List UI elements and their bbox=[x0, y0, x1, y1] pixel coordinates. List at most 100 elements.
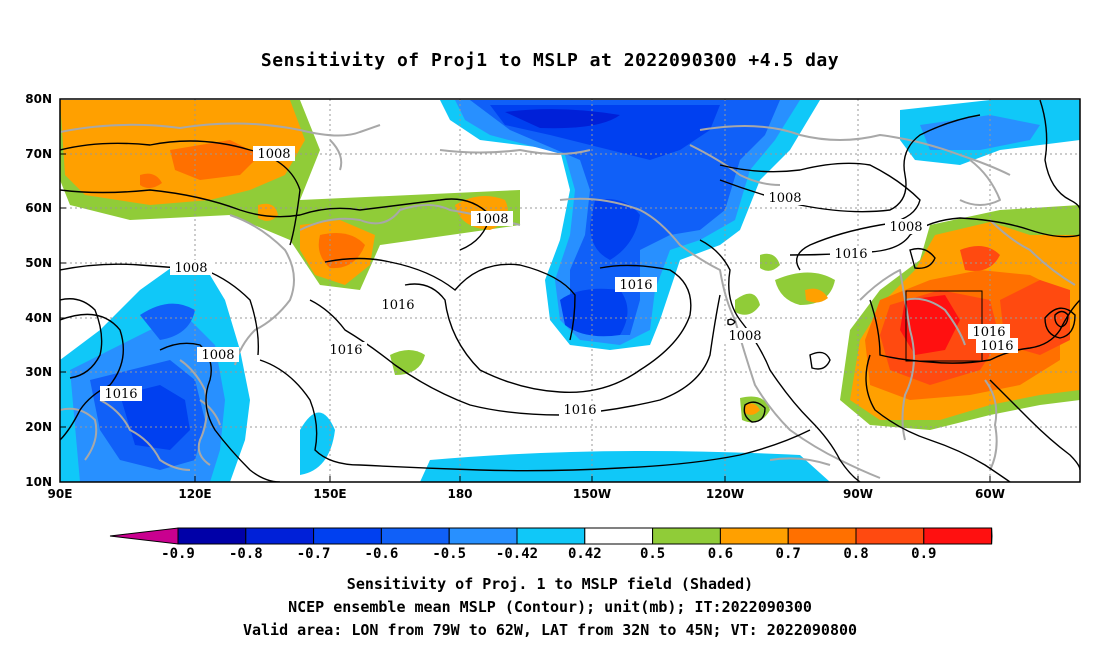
colorbar-label: 0.7 bbox=[776, 546, 801, 562]
shade-blue4-arctic bbox=[505, 109, 620, 129]
contour-label-bg bbox=[976, 338, 1018, 353]
colorbar-swatch bbox=[855, 527, 925, 545]
colorbar-swatch bbox=[652, 527, 721, 545]
contour-label: 1016 bbox=[834, 247, 867, 262]
contour-label: 1016 bbox=[104, 387, 137, 402]
shade-blue-asia4 bbox=[140, 303, 195, 340]
shade-green-mid5 bbox=[760, 253, 780, 271]
colorbar-swatch bbox=[584, 527, 654, 545]
contour-label-bg bbox=[559, 402, 601, 417]
colorbar-label: -0.6 bbox=[365, 546, 399, 562]
contour-label-bg bbox=[377, 297, 419, 312]
colorbar-swatch bbox=[719, 527, 789, 545]
caption-line-1: Sensitivity of Proj. 1 to MSLP field (Sh… bbox=[346, 575, 754, 593]
contour-label: 1016 bbox=[972, 325, 1005, 340]
contour-label-bg bbox=[968, 324, 1010, 339]
colorbar-label: -0.5 bbox=[432, 546, 466, 562]
lat-label: 10N bbox=[25, 475, 52, 489]
colorbar-swatch bbox=[177, 527, 247, 545]
shade-green-mid1 bbox=[390, 350, 425, 375]
lat-label: 40N bbox=[25, 311, 52, 325]
lat-label: 30N bbox=[25, 365, 52, 379]
colorbar-label: -0.42 bbox=[496, 546, 538, 562]
lon-label: 120W bbox=[706, 487, 744, 501]
lon-label: 150W bbox=[573, 487, 611, 501]
contour-label-bg bbox=[471, 211, 513, 226]
contour-label-bg bbox=[170, 260, 212, 275]
colorbar-label: 0.42 bbox=[568, 546, 602, 562]
contour-label: 1008 bbox=[257, 147, 290, 162]
coastlines bbox=[60, 122, 1076, 479]
colorbar-label: 0.6 bbox=[708, 546, 733, 562]
colorbar-swatch bbox=[313, 527, 382, 545]
colorbar-swatch bbox=[787, 527, 857, 545]
colorbar-swatch bbox=[516, 527, 586, 545]
contour-label: 1008 bbox=[475, 212, 508, 227]
lat-axis: 80N 70N 60N 50N 40N 30N 20N 10N bbox=[25, 92, 66, 489]
contour-label-bg bbox=[100, 386, 142, 401]
contour-label-bg bbox=[253, 146, 295, 161]
shade-deep-orange-nw bbox=[170, 140, 260, 180]
graticule bbox=[60, 99, 1080, 482]
lat-label: 80N bbox=[25, 92, 52, 106]
contour-label-bg bbox=[197, 347, 239, 362]
contour-label: 1016 bbox=[563, 403, 596, 418]
contour-label-bg bbox=[830, 246, 872, 261]
colorbar-swatch bbox=[448, 527, 518, 545]
shade-cyan-pac1 bbox=[300, 412, 335, 475]
shade-orange-mid2 bbox=[745, 403, 760, 415]
lon-label: 60W bbox=[975, 487, 1005, 501]
shade-green-mid2 bbox=[735, 293, 760, 315]
lat-label: 20N bbox=[25, 420, 52, 434]
colorbar-swatch bbox=[245, 527, 315, 545]
colorbar-label: -0.8 bbox=[229, 546, 263, 562]
lat-label: 50N bbox=[25, 256, 52, 270]
shade-blue6-center bbox=[560, 288, 628, 337]
colorbar-swatch bbox=[923, 527, 993, 545]
colorbar-label: 0.5 bbox=[640, 546, 665, 562]
lon-label: 150E bbox=[313, 487, 346, 501]
plot-frame bbox=[59, 98, 1081, 483]
colorbar-label: 0.8 bbox=[843, 546, 868, 562]
contour-label: 1016 bbox=[980, 339, 1013, 354]
contour-label-bg bbox=[615, 277, 657, 292]
contour-label: 1016 bbox=[619, 278, 652, 293]
lon-label: 90E bbox=[48, 487, 73, 501]
shade-deep-orange-nw2 bbox=[140, 173, 162, 189]
shade-blue-ne bbox=[920, 115, 1040, 150]
map-title: Sensitivity of Proj1 to MSLP at 20220903… bbox=[260, 50, 840, 71]
contour-label: 1008 bbox=[201, 348, 234, 363]
caption-line-3: Valid area: LON from 79W to 62W, LAT fro… bbox=[242, 621, 858, 639]
colorbar-label: -0.9 bbox=[161, 546, 195, 562]
shaded-field bbox=[60, 100, 1080, 482]
contour-label-bg bbox=[325, 342, 367, 357]
lon-label: 120E bbox=[178, 487, 211, 501]
colorbar-low-arrow bbox=[109, 527, 179, 545]
lon-label: 90W bbox=[843, 487, 873, 501]
shade-orange-mid bbox=[805, 288, 828, 303]
lat-label: 70N bbox=[25, 147, 52, 161]
contour-label: 1016 bbox=[329, 343, 362, 358]
contour-label-bg bbox=[885, 219, 927, 234]
contour-label: 1008 bbox=[728, 329, 761, 344]
contour-label: 1008 bbox=[889, 220, 922, 235]
lat-label: 60N bbox=[25, 201, 52, 215]
contour-label-bg bbox=[724, 328, 766, 343]
shade-cyan-bottom bbox=[420, 451, 830, 482]
contour-labels: 1008100810081008100810081008101610161016… bbox=[100, 146, 1018, 418]
contour-label: 1008 bbox=[174, 261, 207, 276]
colorbar: -0.9 -0.8 -0.7 -0.6 -0.5 -0.42 0.42 0.5 0.6 0.7 0.… bbox=[109, 527, 993, 562]
lon-label: 180 bbox=[447, 487, 472, 501]
caption-line-2: NCEP ensemble mean MSLP (Contour); unit(… bbox=[288, 598, 812, 616]
shade-green-mid3 bbox=[775, 272, 835, 305]
contour-label: 1008 bbox=[768, 191, 801, 206]
contour-label: 1016 bbox=[381, 298, 414, 313]
colorbar-label: 0.9 bbox=[911, 546, 936, 562]
colorbar-label: -0.7 bbox=[297, 546, 331, 562]
lon-axis: 90E 120E 150E 180 150W 120W 90W 60W bbox=[48, 476, 1005, 501]
mslp-contours bbox=[60, 99, 1080, 482]
shade-blue5-nw bbox=[590, 199, 640, 260]
colorbar-swatch bbox=[380, 527, 450, 545]
contour-label-bg bbox=[764, 190, 806, 205]
